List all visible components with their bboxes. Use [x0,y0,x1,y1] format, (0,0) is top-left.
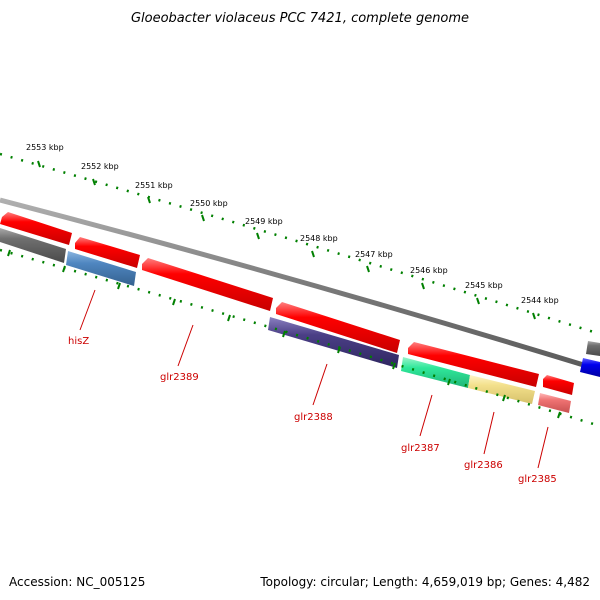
inner-ruler-dots [0,248,600,428]
kbp-label-2550: 2550 kbp [190,199,228,208]
accession-text: Accession: NC_005125 [9,575,145,589]
feature-blue-right[interactable] [580,358,600,377]
outer-ruler-ticks [37,160,536,320]
feature-glr2387[interactable] [401,357,470,388]
cds-forward-4[interactable] [276,302,400,353]
cds-forward-6[interactable] [543,375,574,395]
kbp-label-2551: 2551 kbp [135,181,173,190]
gene-leader-lines [79,289,549,469]
cds-forward-1[interactable] [0,212,72,245]
map-title: Gloeobacter violaceus PCC 7421, complete… [131,11,469,26]
gene-label-glr2385[interactable]: glr2385 [518,474,557,485]
feature-gray-left[interactable] [0,228,66,263]
feature-glr2388[interactable] [268,317,399,368]
feature-glr2385[interactable] [538,393,571,413]
outer-ruler-dots [0,152,600,336]
kbp-label-2548: 2548 kbp [300,234,338,243]
kbp-label-2552: 2552 kbp [81,162,119,171]
cds-forward-2[interactable] [75,237,140,268]
kbp-label-2544: 2544 kbp [521,296,559,305]
genome-summary-text: Topology: circular; Length: 4,659,019 bp… [259,575,590,589]
outer-ruler: 2553 kbp 2552 kbp 2551 kbp 2550 kbp 2549… [0,143,600,336]
kbp-label-2553: 2553 kbp [26,143,64,152]
genome-backbone [0,197,600,373]
cds-forward-3[interactable] [142,258,273,311]
reverse-feature-track [0,228,600,413]
kbp-label-2547: 2547 kbp [355,250,393,259]
gene-label-hisZ[interactable]: hisZ [68,336,89,347]
cds-forward-5[interactable] [408,342,539,387]
inner-ruler-ticks [7,249,561,419]
kbp-label-2549: 2549 kbp [245,217,283,226]
gene-label-glr2389[interactable]: glr2389 [160,372,199,383]
forward-cds-track [0,212,574,395]
feature-hisZ[interactable] [66,251,136,286]
gene-label-glr2386[interactable]: glr2386 [464,460,503,471]
kbp-label-2546: 2546 kbp [410,266,448,275]
gene-label-glr2387[interactable]: glr2387 [401,443,440,454]
inner-ruler [0,248,600,428]
kbp-label-2545: 2545 kbp [465,281,503,290]
feature-glr2386[interactable] [468,375,535,404]
feature-gray-right[interactable] [586,341,600,356]
gene-label-glr2388[interactable]: glr2388 [294,412,333,423]
